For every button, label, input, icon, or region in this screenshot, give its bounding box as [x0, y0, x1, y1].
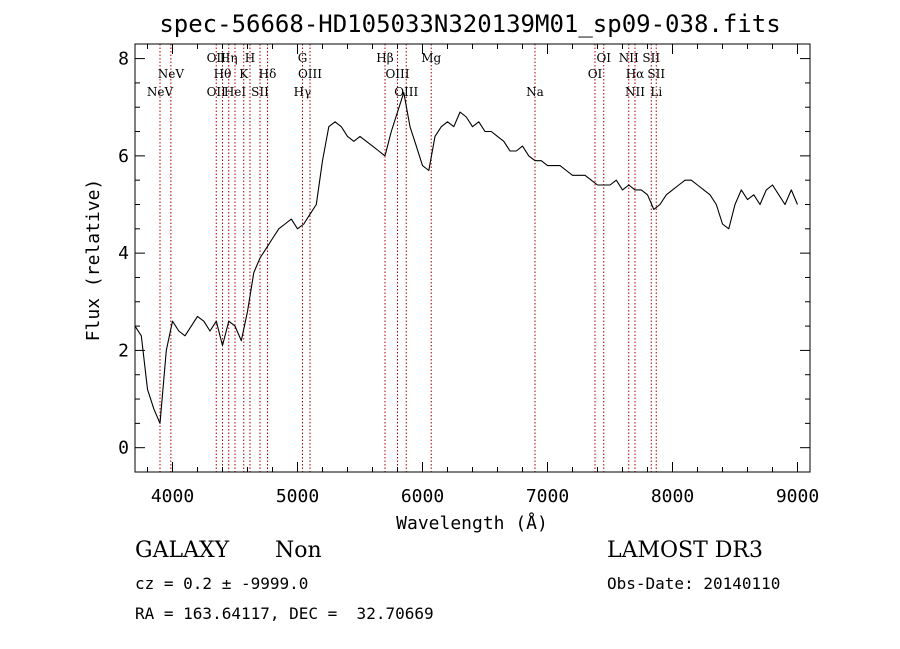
- spectral-line-label: OII: [207, 51, 227, 65]
- spectral-line-label: SII: [647, 67, 665, 81]
- survey-name: LAMOST DR3: [607, 538, 763, 563]
- spectral-line-label: NII: [619, 51, 639, 65]
- spectral-line-label: SII: [251, 85, 269, 99]
- y-tick-label: 2: [118, 340, 129, 361]
- spectral-line-label: Hθ: [214, 67, 232, 81]
- spectrum-series-line: [134, 92, 799, 424]
- object-subclass: Non: [275, 538, 322, 563]
- spectral-line-label: Mg: [421, 51, 441, 65]
- y-tick-label: 4: [118, 243, 129, 264]
- spectral-line-label: Li: [650, 85, 662, 99]
- x-tick-label: 8000: [651, 486, 694, 507]
- spectral-line-label: NeV: [158, 67, 185, 81]
- ticks-layer: 4000 5000 6000 7000 8000 9000 0 2 4 6 8: [118, 44, 819, 507]
- x-tick-label: 6000: [401, 486, 444, 507]
- spectral-line-label: NeV: [147, 85, 174, 99]
- y-axis-label: Flux (relative): [83, 179, 104, 342]
- spectral-line-label: K: [239, 67, 249, 81]
- spectral-line-label: Hη: [220, 51, 238, 65]
- spectral-line-label: OIII: [385, 67, 409, 81]
- series-layer: [134, 92, 799, 424]
- spectral-line-label: Hδ: [259, 67, 277, 81]
- spectral-line-label: Hα: [626, 67, 645, 81]
- spectral-line-label: G: [298, 51, 308, 65]
- spectral-line-label: OII: [207, 85, 227, 99]
- spectral-line-label: SII: [642, 51, 660, 65]
- spectral-line-label: NII: [625, 85, 645, 99]
- spectral-line-label: HeI: [224, 85, 247, 99]
- spectral-line-label: H: [245, 51, 255, 65]
- y-tick-label: 0: [118, 438, 129, 459]
- spectral-line-label: Na: [526, 85, 544, 99]
- spectral-line-label: Hβ: [376, 51, 393, 65]
- spectral-line-label: OI: [588, 67, 603, 81]
- chart-title: spec-56668-HD105033N320139M01_sp09-038.f…: [159, 10, 780, 38]
- y-tick-label: 6: [118, 146, 129, 167]
- spectral-line-label: Hγ: [294, 85, 312, 99]
- x-tick-label: 4000: [151, 486, 194, 507]
- spectral-line-label: OI: [596, 51, 611, 65]
- y-tick-label: 8: [118, 49, 129, 70]
- x-axis-label: Wavelength (Å): [396, 512, 548, 534]
- plot-frame: [134, 43, 811, 473]
- x-tick-label: 9000: [776, 486, 819, 507]
- spectral-line-label: OIII: [298, 67, 322, 81]
- coordinates: RA = 163.64117, DEC = 32.70669: [135, 604, 434, 623]
- spectral-line-label: OIII: [394, 85, 418, 99]
- x-tick-label: 5000: [276, 486, 319, 507]
- object-class: GALAXY: [135, 538, 230, 563]
- redshift-value: cz = 0.2 ± -9999.0: [135, 574, 309, 593]
- observation-date: Obs-Date: 20140110: [607, 574, 781, 593]
- x-tick-label: 7000: [526, 486, 569, 507]
